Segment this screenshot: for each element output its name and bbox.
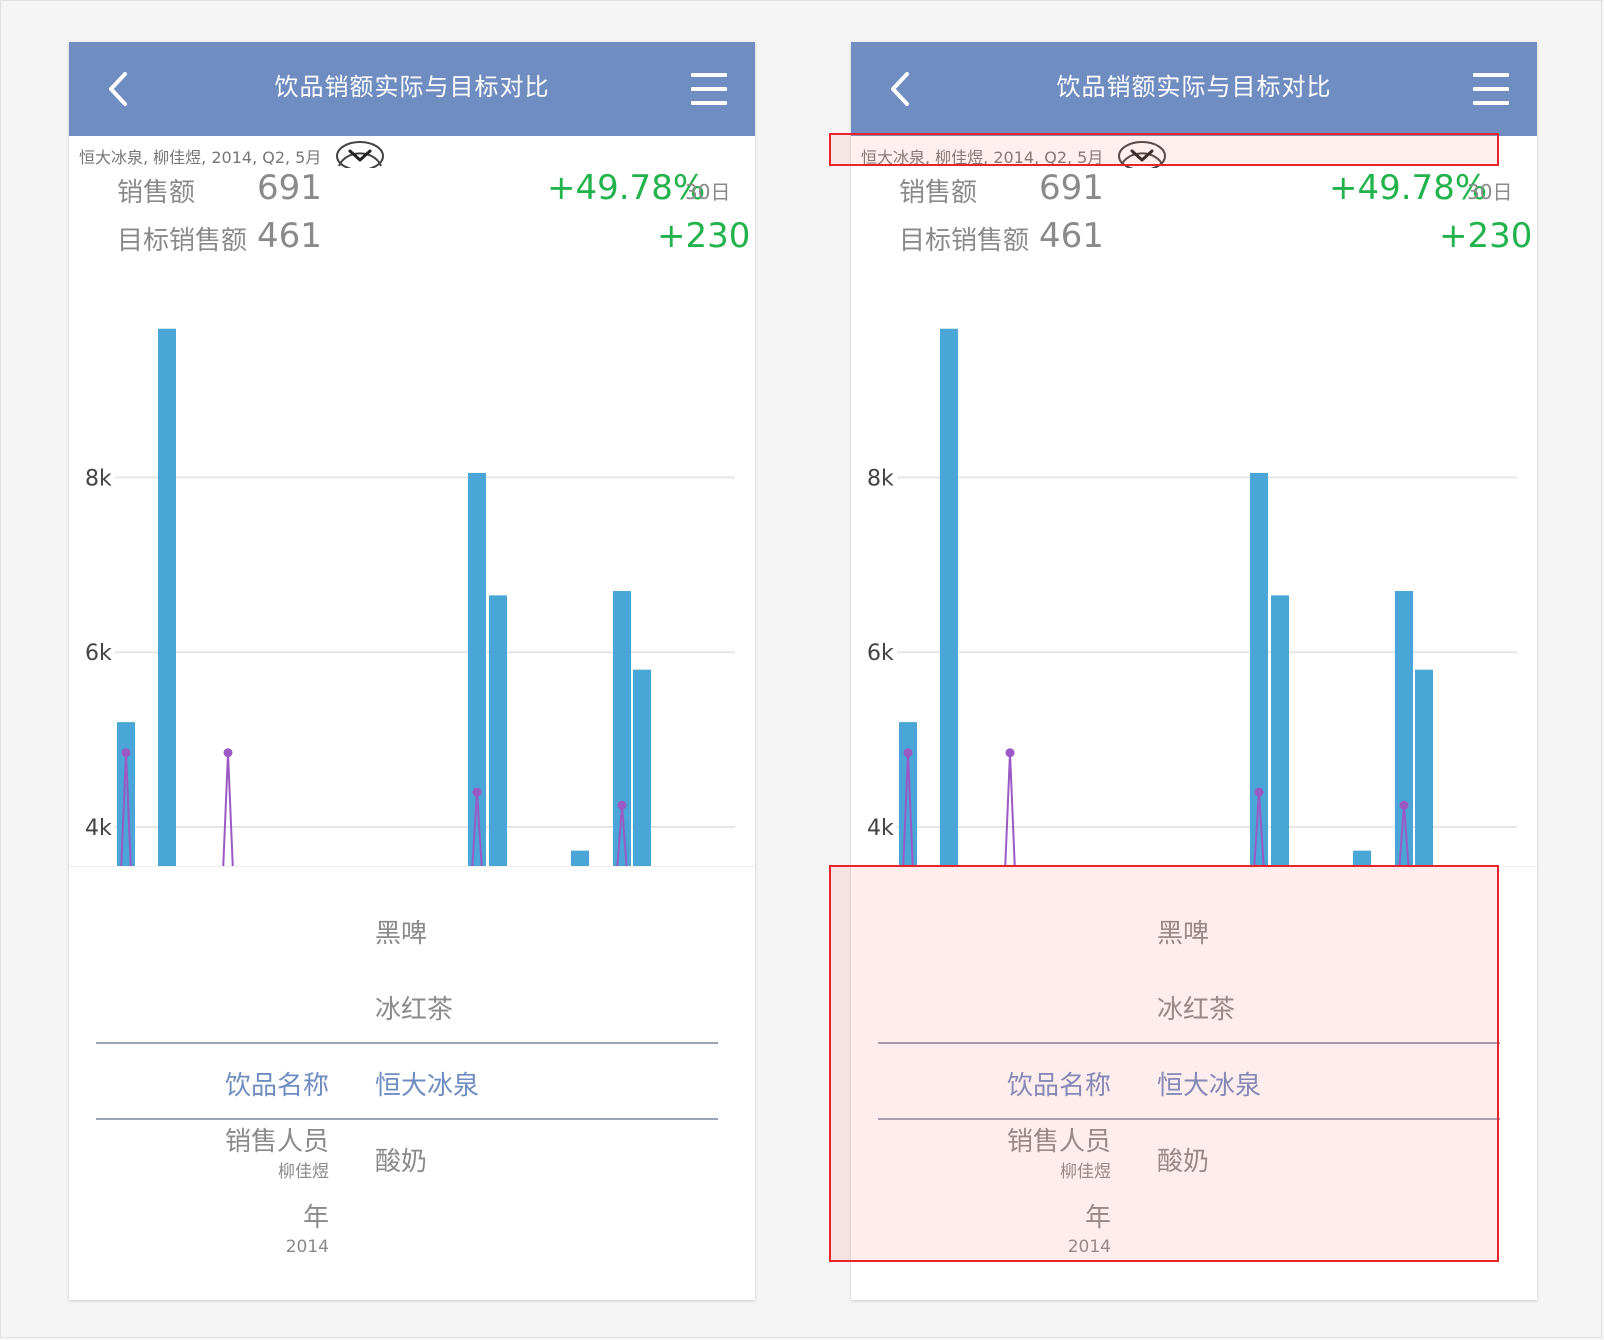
picker-selection-top-line — [878, 1042, 1500, 1044]
y-tick-label: 6k — [85, 641, 112, 666]
target-label: 目标销售额 — [899, 226, 1030, 256]
filter-summary: 恒大冰泉, 柳佳煜, 2014, Q2, 5月 — [861, 148, 1104, 167]
chart-bar[interactable] — [1415, 669, 1433, 872]
line-spike — [222, 752, 234, 872]
line-point[interactable] — [472, 787, 482, 797]
line-point[interactable] — [617, 800, 627, 810]
sales-label: 销售额 — [117, 178, 196, 208]
chart-bar[interactable] — [117, 722, 135, 872]
picker-selection-top-line — [96, 1042, 718, 1044]
target-value: 461 — [1039, 216, 1104, 256]
chart-bar[interactable] — [613, 591, 631, 872]
picker-option[interactable]: 冰红茶 — [375, 995, 454, 1025]
y-tick-label: 8k — [867, 466, 894, 491]
chevron-left-icon[interactable] — [97, 66, 143, 112]
sales-diff: +230 — [1439, 216, 1533, 256]
filter-picker-panel: 黑啤 冰红茶 饮品名称 恒大冰泉 销售人员 柳佳煜 酸奶 年 2014 — [851, 866, 1537, 1300]
chart-bar[interactable] — [1250, 472, 1268, 872]
title-bar: 饮品销额实际与目标对比 — [851, 42, 1537, 136]
line-point[interactable] — [903, 748, 913, 758]
picker-dimension-label[interactable]: 年 — [302, 1203, 329, 1233]
phone-screen-left: 饮品销额实际与目标对比 恒大冰泉, 柳佳煜, 2014, Q2, 5月 销售额 … — [69, 42, 755, 1300]
chart-bar[interactable] — [899, 722, 917, 872]
y-tick-label: 8k — [85, 466, 112, 491]
picker-dimension-value: 柳佳煜 — [1060, 1162, 1111, 1182]
picker-dimension-label[interactable]: 饮品名称 — [224, 1071, 329, 1101]
hamburger-menu-icon[interactable] — [1471, 70, 1511, 108]
picker-option[interactable]: 黑啤 — [1157, 919, 1210, 949]
picker-option[interactable]: 黑啤 — [375, 919, 428, 949]
picker-option-selected[interactable]: 恒大冰泉 — [1157, 1071, 1262, 1101]
sales-value: 691 — [1039, 168, 1104, 208]
picker-selection-bottom-line — [878, 1118, 1500, 1120]
phone-screen-right: 饮品销额实际与目标对比 恒大冰泉, 柳佳煜, 2014, Q2, 5月 销售额 … — [851, 42, 1537, 1300]
chart-bar[interactable] — [158, 328, 176, 872]
highlight-picker-panel — [829, 865, 1499, 1262]
sales-diff: +230 — [657, 216, 751, 256]
picker-option[interactable]: 酸奶 — [375, 1147, 428, 1177]
line-point[interactable] — [1254, 787, 1264, 797]
chevron-down-circle-icon[interactable] — [1117, 140, 1167, 168]
page-title: 饮品销额实际与目标对比 — [274, 73, 550, 101]
picker-dimension-label[interactable]: 销售人员 — [1006, 1127, 1111, 1157]
sales-value: 691 — [257, 168, 322, 208]
sales-label: 销售额 — [899, 178, 978, 208]
filter-picker-panel: 黑啤 冰红茶 饮品名称 恒大冰泉 销售人员 柳佳煜 酸奶 年 2014 — [69, 866, 755, 1300]
chevron-left-icon[interactable] — [879, 66, 925, 112]
chart-bar[interactable] — [468, 472, 486, 872]
line-point[interactable] — [1399, 800, 1409, 810]
chart-bar[interactable] — [940, 328, 958, 872]
picker-dimension-value: 2014 — [1067, 1237, 1111, 1257]
y-tick-label: 4k — [85, 816, 112, 841]
chevron-down-circle-icon[interactable] — [335, 140, 385, 168]
y-tick-label: 4k — [867, 816, 894, 841]
picker-dimension-value: 柳佳煜 — [278, 1162, 329, 1182]
sales-chart: 8k 6k 4k — [85, 328, 735, 872]
growth-percent: +49.78% — [1329, 168, 1488, 208]
chart-bar[interactable] — [1271, 595, 1289, 872]
period-label: 30日 — [685, 180, 731, 204]
growth-percent: +49.78% — [547, 168, 706, 208]
filter-summary: 恒大冰泉, 柳佳煜, 2014, Q2, 5月 — [79, 148, 322, 167]
sales-chart: 8k 6k 4k — [867, 328, 1517, 872]
picker-option[interactable]: 酸奶 — [1157, 1147, 1210, 1177]
picker-option[interactable]: 冰红茶 — [1157, 995, 1236, 1025]
line-spike — [1004, 752, 1016, 872]
chart-bar[interactable] — [633, 669, 651, 872]
chart-bar[interactable] — [489, 595, 507, 872]
line-point[interactable] — [223, 748, 233, 758]
picker-option-selected[interactable]: 恒大冰泉 — [375, 1071, 480, 1101]
filter-bar: 恒大冰泉, 柳佳煜, 2014, Q2, 5月 — [69, 136, 755, 170]
target-label: 目标销售额 — [117, 226, 248, 256]
period-label: 30日 — [1467, 180, 1513, 204]
picker-dimension-label[interactable]: 饮品名称 — [1006, 1071, 1111, 1101]
line-point[interactable] — [1005, 748, 1015, 758]
page-title: 饮品销额实际与目标对比 — [1056, 73, 1332, 101]
picker-selection-bottom-line — [96, 1118, 718, 1120]
picker-dimension-value: 2014 — [285, 1237, 329, 1257]
y-tick-label: 6k — [867, 641, 894, 666]
filter-bar: 恒大冰泉, 柳佳煜, 2014, Q2, 5月 — [851, 136, 1537, 170]
chart-bar[interactable] — [1395, 591, 1413, 872]
picker-dimension-label[interactable]: 年 — [1084, 1203, 1111, 1233]
picker-dimension-label[interactable]: 销售人员 — [224, 1127, 329, 1157]
line-point[interactable] — [121, 748, 131, 758]
title-bar: 饮品销额实际与目标对比 — [69, 42, 755, 136]
target-value: 461 — [257, 216, 322, 256]
highlight-filter-bar — [829, 133, 1499, 166]
hamburger-menu-icon[interactable] — [689, 70, 729, 108]
